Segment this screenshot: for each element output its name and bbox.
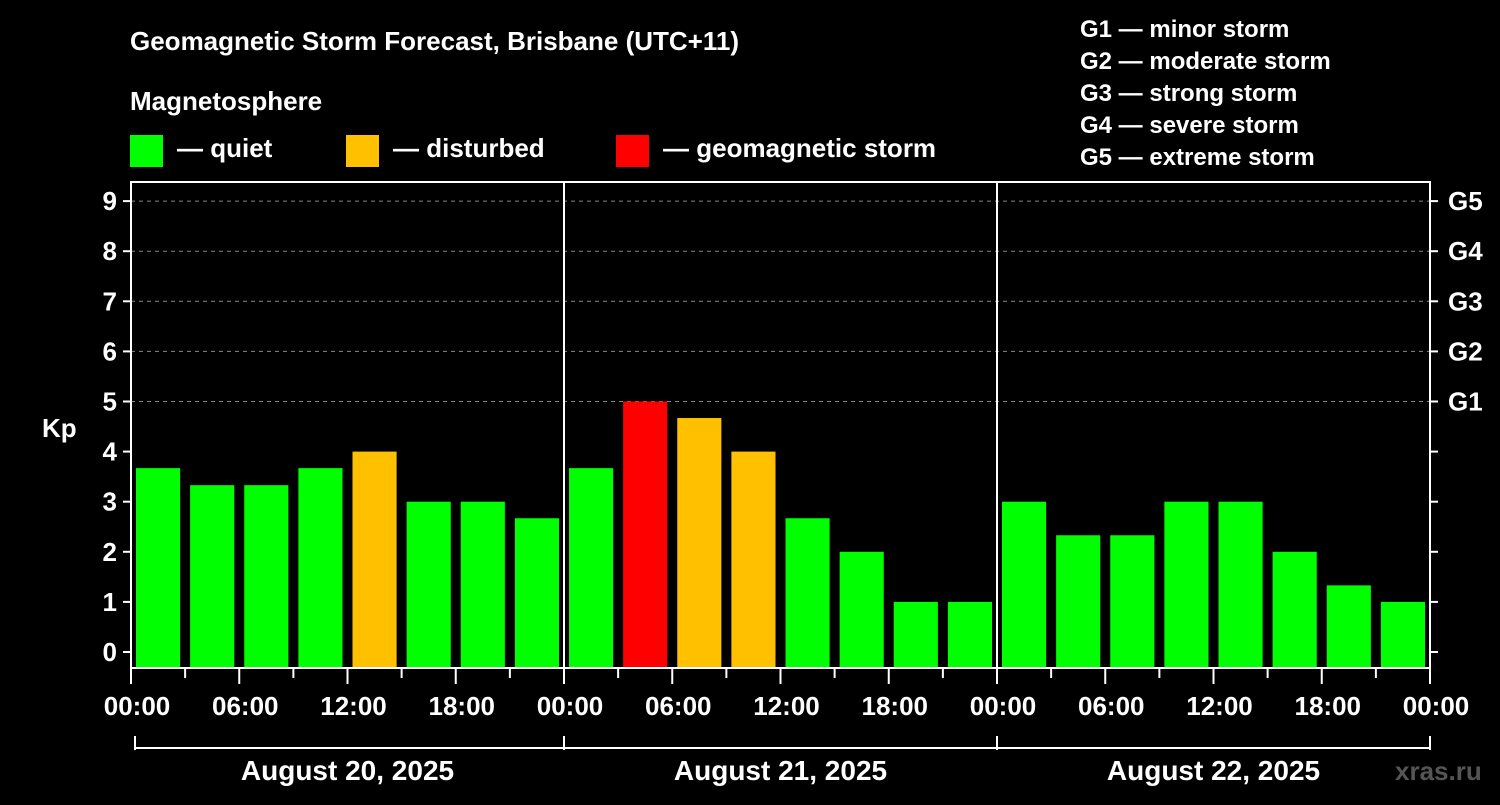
x-tick-label: 00:00 — [970, 691, 1037, 721]
kp-bar — [623, 401, 668, 668]
day-label: August 20, 2025 — [241, 755, 454, 786]
kp-bar — [677, 418, 722, 668]
kp-bar — [839, 551, 884, 668]
x-tick-label: 18:00 — [1295, 691, 1362, 721]
g-tick-label: G3 — [1448, 286, 1483, 316]
g-tick-label: G4 — [1448, 236, 1483, 266]
x-tick-label: 00:00 — [104, 691, 171, 721]
y-tick-label: 8 — [103, 236, 117, 266]
x-tick-label: 06:00 — [645, 691, 712, 721]
y-tick-label: 0 — [103, 637, 117, 667]
x-tick-label: 00:00 — [537, 691, 604, 721]
legend-swatch — [346, 135, 379, 167]
kp-bar — [731, 451, 776, 668]
kp-bar — [1110, 535, 1155, 668]
x-tick-label: 00:00 — [1403, 691, 1470, 721]
x-tick-label: 12:00 — [753, 691, 820, 721]
g-scale-item: G5 — extreme storm — [1080, 144, 1315, 171]
kp-bar — [298, 468, 343, 668]
g-scale-item: G4 — severe storm — [1080, 112, 1299, 139]
legend-swatch — [616, 135, 649, 167]
legend-title: Magnetosphere — [130, 86, 322, 116]
legend-label: — quiet — [177, 133, 273, 163]
y-tick-label: 9 — [103, 186, 117, 216]
legend-label: — disturbed — [393, 133, 545, 163]
kp-bar — [785, 518, 830, 668]
plot-area: 0 1 2 3 4 5 G1 6 G2 7 G3 8 G4 9 G5 00:00 06:00 12:00 18:00… — [103, 181, 1483, 786]
legend-swatch — [130, 135, 163, 167]
g-tick-label: G2 — [1448, 336, 1483, 366]
kp-bar — [947, 601, 992, 668]
kp-bar — [1380, 601, 1425, 668]
chart-title: Geomagnetic Storm Forecast, Brisbane (UT… — [130, 26, 739, 56]
legend: — quiet — disturbed — geomagnetic storm — [130, 133, 936, 167]
kp-bar — [1002, 501, 1047, 668]
kp-bar — [406, 501, 451, 668]
g-tick-label: G5 — [1448, 186, 1483, 216]
kp-bar — [1056, 535, 1101, 668]
kp-bar — [514, 518, 559, 668]
x-tick-label: 12:00 — [320, 691, 387, 721]
kp-bar — [1218, 501, 1263, 668]
g-scale-legend: G1 — minor storm G2 — moderate storm G3 — … — [1080, 16, 1331, 171]
x-tick-label: 06:00 — [1078, 691, 1145, 721]
kp-bar — [136, 468, 181, 668]
y-axis-label: Kp — [42, 413, 77, 443]
legend-label: — geomagnetic storm — [663, 133, 936, 163]
y-tick-label: 6 — [103, 336, 117, 366]
g-scale-item: G3 — strong storm — [1080, 80, 1297, 107]
day-label: August 22, 2025 — [1107, 755, 1320, 786]
kp-bar — [1164, 501, 1209, 668]
kp-bar — [893, 601, 938, 668]
watermark: xras.ru — [1395, 756, 1482, 786]
x-tick-label: 18:00 — [862, 691, 929, 721]
g-scale-item: G2 — moderate storm — [1080, 48, 1331, 75]
kp-bar — [569, 468, 614, 668]
kp-bar — [1326, 585, 1371, 668]
y-tick-label: 3 — [103, 487, 117, 517]
y-tick-label: 1 — [103, 587, 117, 617]
kp-bar — [460, 501, 505, 668]
x-tick-label: 12:00 — [1186, 691, 1253, 721]
x-tick-label: 06:00 — [212, 691, 279, 721]
y-tick-label: 5 — [103, 387, 117, 417]
day-label: August 21, 2025 — [674, 755, 887, 786]
y-tick-label: 2 — [103, 537, 117, 567]
kp-bar — [190, 485, 235, 668]
y-tick-label: 4 — [103, 437, 118, 467]
x-tick-label: 18:00 — [429, 691, 496, 721]
g-scale-item: G1 — minor storm — [1080, 16, 1289, 43]
kp-bar — [352, 451, 397, 668]
kp-bar — [244, 485, 289, 668]
g-tick-label: G1 — [1448, 387, 1483, 417]
kp-bar — [1272, 551, 1317, 668]
y-tick-label: 7 — [103, 286, 117, 316]
